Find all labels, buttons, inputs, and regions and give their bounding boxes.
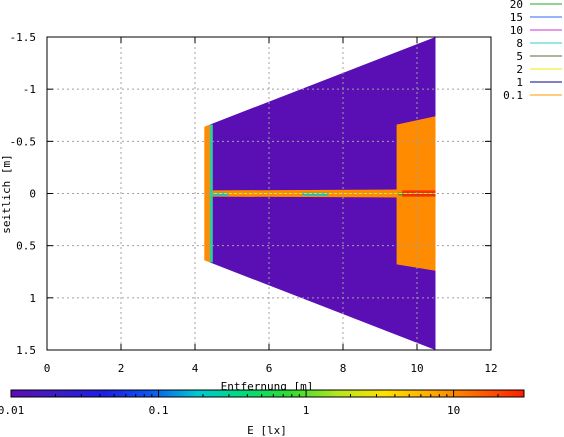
colorbar-tick-label: 10 (447, 404, 460, 417)
near-edge-contour (209, 124, 213, 263)
y-tick-label: 1 (29, 292, 36, 305)
y-tick-label: -0.5 (10, 135, 37, 148)
x-tick-label: 0 (44, 362, 51, 375)
legend-label: 1 (516, 76, 523, 89)
colorbar-tick-label: 0.1 (149, 404, 169, 417)
legend-label: 2 (516, 63, 523, 76)
x-tick-label: 4 (192, 362, 199, 375)
y-axis-label: seitlich [m] (0, 154, 13, 233)
colorbar-label: E [lx] (247, 424, 287, 437)
legend-label: 20 (510, 0, 523, 11)
x-tick-label: 12 (484, 362, 497, 375)
legend-label: 5 (516, 50, 523, 63)
x-tick-label: 8 (340, 362, 347, 375)
x-tick-label: 6 (266, 362, 273, 375)
legend-label: 10 (510, 24, 523, 37)
legend-label: 8 (516, 37, 523, 50)
y-tick-labels: -1.5 -1 -0.5 0 0.5 1 1.5 (10, 31, 37, 357)
colorbar-tick-label: 1 (303, 404, 310, 417)
legend-label: 15 (510, 11, 523, 24)
y-tick-label: 1.5 (16, 344, 36, 357)
y-tick-label: 0.5 (16, 240, 36, 253)
x-tick-label: 2 (118, 362, 125, 375)
colorbar: 0.01 0.1 1 10 (0, 389, 525, 417)
y-tick-label: -1.5 (10, 31, 37, 44)
x-tick-labels: 0 2 4 6 8 10 12 (44, 362, 498, 375)
x-tick-label: 10 (410, 362, 423, 375)
legend-label: 0.1 (503, 89, 523, 102)
y-tick-label: -1 (23, 83, 36, 96)
plot-frame (46, 36, 492, 351)
colorbar-tick-label: 0.01 (0, 404, 24, 417)
y-tick-label: 0 (29, 188, 36, 201)
